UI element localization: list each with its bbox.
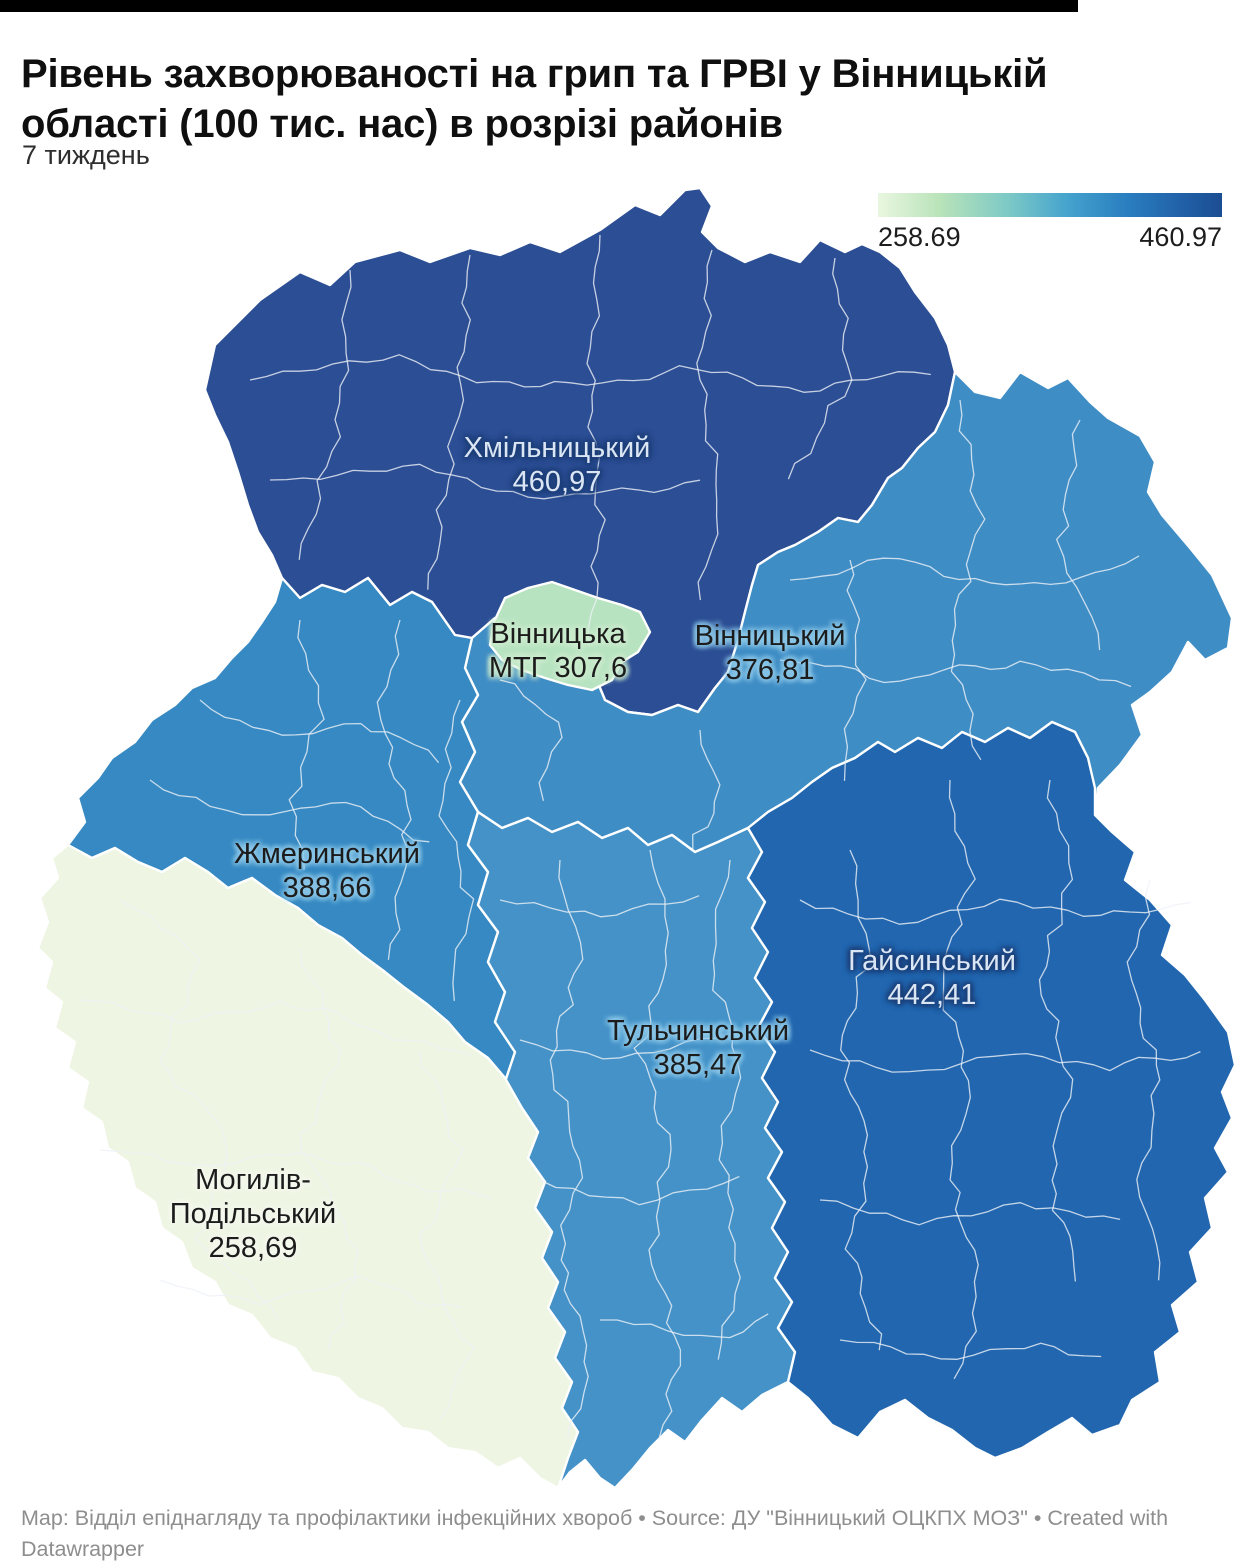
color-legend: 258.69 460.97 [878, 193, 1222, 253]
region-vinnytska-mtg[interactable] [488, 580, 652, 692]
page-subtitle: 7 тиждень [22, 140, 150, 170]
page-title: Рівень захворюваності на грип та ГРВІ у … [21, 51, 1048, 147]
footer-credits-line2[interactable]: Datawrapper [21, 1536, 145, 1561]
legend-min-label: 258.69 [878, 222, 961, 252]
region-mohyliv[interactable] [36, 843, 580, 1490]
window-edge-bar [0, 0, 1078, 12]
footer-credits-line1: Map: Відділ епіднагляду та профілактики … [21, 1506, 1169, 1530]
legend-max-label: 460.97 [1139, 222, 1222, 252]
footer-credits: Map: Відділ епіднагляду та профілактики … [21, 1503, 1221, 1564]
legend-gradient-bar [878, 193, 1222, 217]
hromada-boundary-lines [79, 234, 1201, 1440]
region-haisynskyi[interactable] [746, 720, 1237, 1460]
